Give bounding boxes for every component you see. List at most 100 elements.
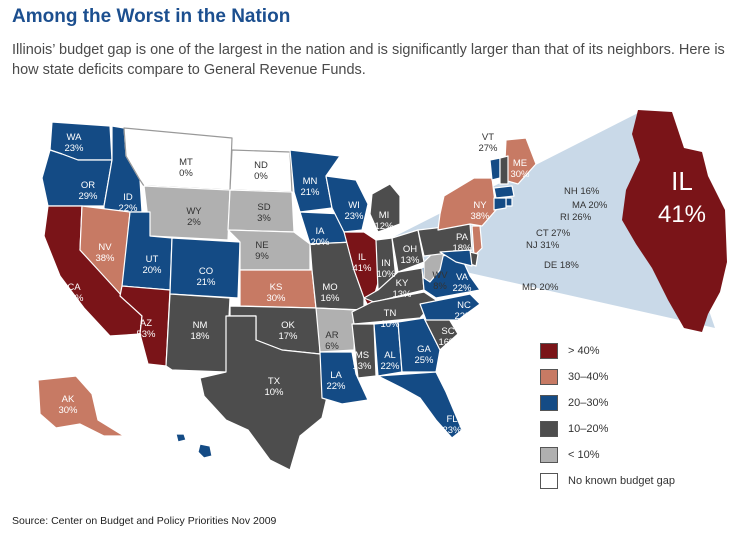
state-ar [315, 307, 357, 353]
state-label-tn: TN 10% [380, 308, 400, 330]
state-nj [471, 225, 483, 257]
state-ma [493, 185, 515, 199]
callout-value: 41% [658, 201, 706, 228]
state-nc [419, 293, 481, 321]
legend-swatch [540, 421, 558, 437]
state-label-ca: CA 56% [64, 282, 84, 304]
state-label-il: IL 41% [352, 252, 372, 274]
state-ny [437, 177, 497, 231]
state-co [169, 237, 241, 299]
legend-item: No known budget gap [540, 468, 675, 494]
state-label-ne: NE 9% [255, 240, 269, 262]
illinois-callout-shape [622, 110, 727, 332]
state-label-az: AZ 53% [136, 318, 156, 340]
state-label-md: MD 20% [522, 282, 559, 293]
state-label-va: VA 22% [452, 272, 472, 294]
state-label-ky: KY 13% [392, 278, 412, 300]
state-label-ar: AR 6% [325, 330, 339, 352]
legend-label: < 10% [568, 449, 600, 461]
state-label-wi: WI 23% [344, 200, 364, 222]
state-label-sd: SD 3% [257, 202, 271, 224]
legend-item: < 10% [540, 442, 675, 468]
state-mi [369, 183, 401, 233]
state-nh [499, 155, 509, 185]
chart-title: Among the Worst in the Nation [12, 6, 291, 27]
state-label-ok: OK 17% [278, 320, 298, 342]
state-ms [351, 323, 377, 379]
state-label-wa: WA 23% [64, 132, 84, 154]
state-label-nd: ND 0% [254, 160, 268, 182]
state-vt [489, 157, 501, 181]
state-ga [397, 317, 441, 373]
legend-item: 30–40% [540, 364, 675, 390]
state-wi [325, 175, 369, 233]
legend-swatch [540, 447, 558, 463]
state-label-ga: GA 25% [414, 344, 434, 366]
illinois-callout-wedge [368, 112, 715, 328]
state-label-nv: NV 38% [95, 242, 115, 264]
legend-item: 10–20% [540, 416, 675, 442]
state-label-vt: VT 27% [478, 132, 498, 154]
state-ct [493, 197, 507, 211]
legend-swatch [540, 369, 558, 385]
legend-item: 20–30% [540, 390, 675, 416]
state-label-fl: FL 23% [442, 414, 462, 436]
state-label-oh: OH 13% [400, 244, 420, 266]
state-label-ak: AK 30% [58, 394, 78, 416]
state-label-mo: MO 16% [320, 282, 340, 304]
state-fl [377, 371, 463, 439]
state-label-ny: NY 38% [470, 200, 490, 222]
state-label-mi: MI 12% [374, 210, 394, 232]
state-label-ms: MS 13% [352, 350, 372, 372]
state-label-sc: SC 16% [438, 326, 458, 348]
state-label-pa: PA 18% [452, 232, 472, 254]
state-label-al: AL 22% [380, 350, 400, 372]
state-label-wy: WY 2% [186, 206, 202, 228]
state-hi [175, 433, 213, 459]
state-label-nc: NC 22% [454, 300, 474, 322]
state-md [439, 249, 473, 267]
state-label-ri: RI 26% [560, 212, 592, 223]
state-label-ks: KS 30% [266, 282, 286, 304]
state-mt [123, 127, 233, 191]
legend-swatch [540, 395, 558, 411]
state-nm [165, 293, 231, 373]
legend-label: 20–30% [568, 397, 609, 409]
chart-subtitle: Illinois’ budget gap is one of the large… [12, 42, 725, 78]
state-label-tx: TX 10% [264, 376, 284, 398]
legend-label: 30–40% [568, 371, 609, 383]
state-label-nh: NH 16% [564, 186, 600, 197]
state-label-co: CO 21% [196, 266, 216, 288]
legend: > 40% 30–40% 20–30% 10–20% < 10% No known bud… [540, 338, 675, 494]
state-label-wv: WV 8% [432, 270, 448, 292]
state-label-ia: IA 20% [310, 226, 330, 248]
state-label-hi: HI 24% [176, 460, 196, 482]
state-ak [37, 375, 125, 437]
state-label-mt: MT 0% [179, 157, 193, 179]
legend-label: 10–20% [568, 423, 609, 435]
state-label-nj: NJ 31% [526, 240, 560, 251]
state-label-la: LA 22% [326, 370, 346, 392]
state-label-mn: MN 21% [300, 176, 320, 198]
legend-item: > 40% [540, 338, 675, 364]
state-label-nm: NM 18% [190, 320, 210, 342]
legend-swatch [540, 473, 558, 489]
legend-swatch [540, 343, 558, 359]
state-ne [227, 229, 311, 271]
state-tx [199, 315, 333, 471]
state-label-de: DE 18% [544, 260, 579, 271]
state-la [319, 351, 369, 405]
state-label-or: OR 29% [78, 180, 98, 202]
state-label-ut: UT 20% [142, 254, 162, 276]
legend-label: > 40% [568, 345, 600, 357]
state-label-ma: MA 20% [572, 200, 608, 211]
callout-abbr: IL [671, 166, 693, 196]
state-ri [505, 197, 513, 207]
state-label-in: IN 10% [376, 258, 396, 280]
state-label-id: ID 22% [118, 192, 138, 214]
source-note: Source: Center on Budget and Policy Prio… [12, 515, 277, 527]
state-label-me: ME 30% [510, 158, 530, 180]
state-label-ct: CT 27% [536, 228, 571, 239]
legend-label: No known budget gap [568, 475, 676, 487]
